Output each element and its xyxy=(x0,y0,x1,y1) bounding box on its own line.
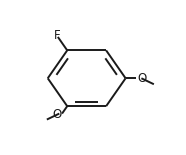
Text: F: F xyxy=(53,29,60,42)
Text: O: O xyxy=(138,72,147,85)
Text: O: O xyxy=(52,108,61,121)
